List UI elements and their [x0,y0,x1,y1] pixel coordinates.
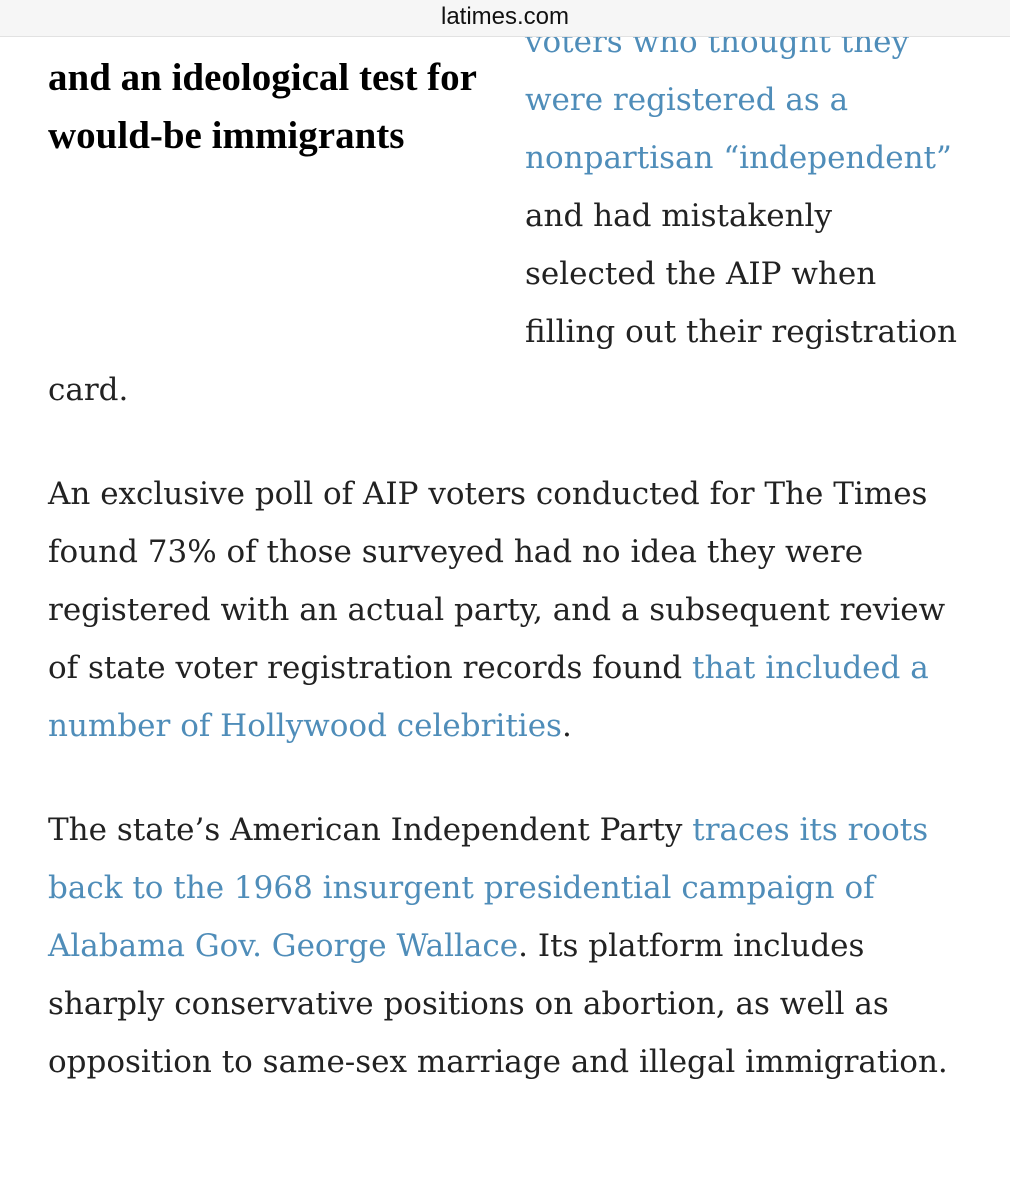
browser-bar: latimes.com [0,0,1010,37]
pull-quote: and an ideological test for would-be imm… [48,56,477,157]
paragraph: voters who thought they were registered … [48,13,966,419]
text: The state’s American Independent Party [48,812,693,848]
text: and had mistakenly selected the AIP when… [48,198,957,408]
text: An exclusive poll of AIP voters conducte… [48,476,946,686]
url[interactable]: latimes.com [440,3,570,30]
link[interactable]: traces its roots back to the 1968 insurg… [48,812,929,964]
article: and an ideological test for would-be imm… [48,13,966,1137]
text: . [561,708,572,744]
link[interactable]: voters who thought they were registered … [525,24,952,176]
paragraph: The state’s American Independent Party t… [48,801,966,1091]
link[interactable]: that included a number of Hollywood cele… [48,650,929,744]
paragraph: An exclusive poll of AIP voters conducte… [48,465,966,755]
text: . Its platform includes sharply conserva… [48,928,948,1080]
